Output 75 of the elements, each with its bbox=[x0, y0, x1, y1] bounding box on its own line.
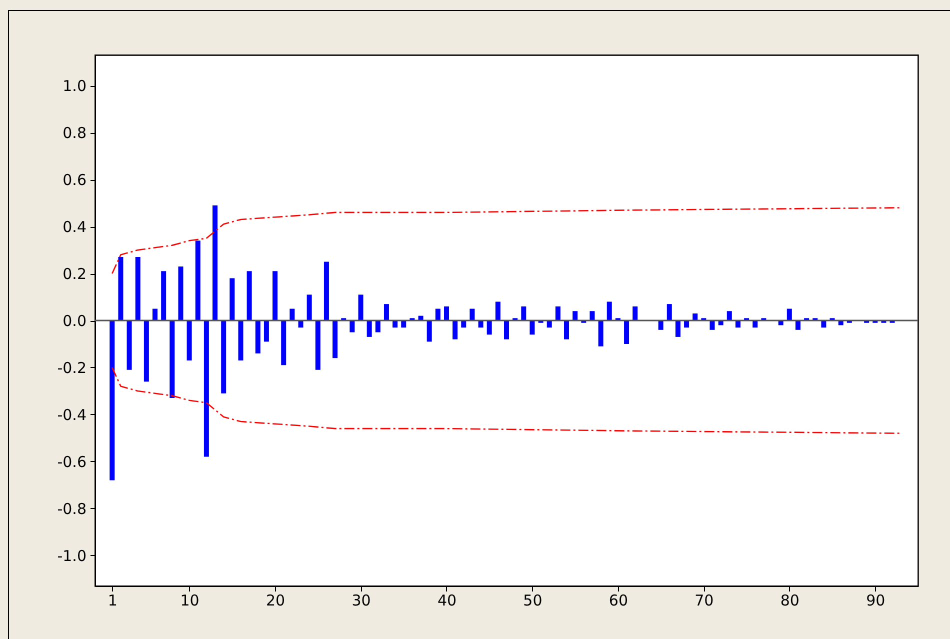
bar bbox=[212, 205, 218, 320]
bar bbox=[470, 308, 475, 320]
bar bbox=[272, 271, 278, 320]
line-series bbox=[111, 366, 902, 434]
bar bbox=[590, 311, 595, 320]
y-tick-label: -0.2 bbox=[57, 358, 86, 377]
y-tick-label: 1.0 bbox=[62, 77, 86, 96]
bar bbox=[564, 320, 570, 340]
bar bbox=[332, 320, 338, 358]
bar bbox=[786, 308, 792, 320]
bar bbox=[290, 308, 295, 320]
bar bbox=[486, 320, 492, 335]
bar bbox=[126, 320, 132, 370]
bar bbox=[230, 278, 235, 320]
bar bbox=[315, 320, 320, 370]
bar bbox=[606, 302, 612, 320]
x-tick-label: 40 bbox=[437, 592, 457, 610]
bar bbox=[110, 320, 115, 480]
bar bbox=[624, 320, 630, 344]
bar bbox=[366, 320, 372, 337]
bar bbox=[435, 308, 440, 320]
bar bbox=[221, 320, 226, 394]
bar bbox=[306, 294, 312, 320]
bar bbox=[495, 302, 500, 320]
bar bbox=[255, 320, 260, 354]
y-tick-label: 0.2 bbox=[62, 265, 86, 284]
y-tick-label: 0.8 bbox=[62, 124, 86, 142]
bar bbox=[666, 304, 672, 320]
bar bbox=[264, 320, 269, 342]
x-tick-label: 1 bbox=[108, 592, 118, 610]
x-tick-label: 70 bbox=[694, 592, 714, 610]
bar bbox=[324, 262, 329, 320]
bar bbox=[178, 266, 184, 320]
bar bbox=[384, 304, 389, 320]
bar bbox=[161, 271, 166, 320]
bar bbox=[452, 320, 458, 340]
bar bbox=[444, 306, 449, 320]
bar bbox=[632, 306, 638, 320]
bar bbox=[246, 271, 252, 320]
x-tick-label: 90 bbox=[866, 592, 886, 610]
bar bbox=[186, 320, 192, 360]
bar bbox=[555, 306, 560, 320]
bar bbox=[152, 308, 158, 320]
y-tick-label: 0.0 bbox=[62, 312, 86, 330]
y-tick-label: -0.6 bbox=[57, 452, 86, 471]
y-tick-label: 0.4 bbox=[62, 218, 86, 236]
bar bbox=[358, 294, 364, 320]
bar bbox=[144, 320, 149, 382]
bar bbox=[598, 320, 604, 346]
bar bbox=[135, 257, 140, 320]
x-tick-label: 80 bbox=[780, 592, 800, 610]
bar bbox=[238, 320, 244, 360]
x-tick-label: 10 bbox=[180, 592, 200, 610]
bar bbox=[504, 320, 509, 340]
bar bbox=[726, 311, 732, 320]
x-tick-label: 50 bbox=[523, 592, 542, 610]
y-tick-label: -0.4 bbox=[57, 406, 86, 424]
bar bbox=[281, 320, 286, 366]
bar bbox=[426, 320, 432, 342]
y-tick-label: 0.6 bbox=[62, 171, 86, 190]
x-tick-label: 20 bbox=[266, 592, 286, 610]
bar bbox=[521, 306, 526, 320]
line-series bbox=[111, 207, 902, 274]
bar bbox=[118, 257, 124, 320]
y-tick-label: -1.0 bbox=[57, 546, 86, 565]
bar bbox=[692, 313, 698, 320]
x-tick-label: 60 bbox=[608, 592, 628, 610]
bar bbox=[530, 320, 535, 335]
bar bbox=[195, 240, 200, 320]
bar bbox=[572, 311, 578, 320]
bar bbox=[204, 320, 209, 457]
y-tick-label: -0.8 bbox=[57, 500, 86, 518]
bar bbox=[170, 320, 175, 398]
x-tick-label: 30 bbox=[352, 592, 371, 610]
bar bbox=[675, 320, 680, 337]
